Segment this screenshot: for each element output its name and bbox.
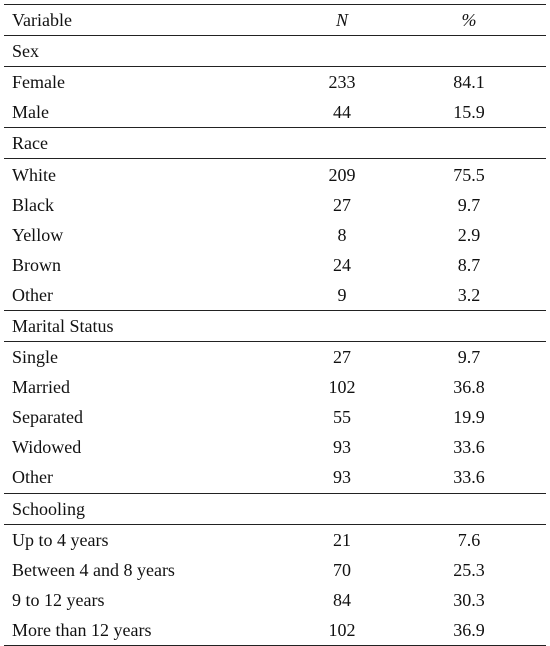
value-cell: 36.9 [392, 614, 546, 646]
value-cell: 9.7 [457, 347, 481, 368]
value-cell: 2.9 [457, 224, 481, 245]
data-row: Brown 24 8.7 [4, 250, 546, 280]
value-cell: 19.9 [453, 407, 485, 428]
value-cell: 36.8 [453, 377, 485, 398]
value-cell: 93 [333, 437, 351, 458]
value-cell: 9 [337, 284, 347, 305]
row-label: Single [12, 347, 59, 368]
section-row: Race [4, 127, 546, 160]
row-label: Male [12, 102, 49, 123]
header-cell: Variable [4, 3, 292, 37]
value-cell: 84 [333, 589, 351, 610]
section-title: Sex [4, 35, 546, 68]
header-row: Variable N% [4, 3, 546, 37]
value-cell: 3.2 [457, 284, 481, 305]
value-cell: 27 [333, 194, 351, 215]
value-cell: 75.5 [453, 164, 485, 185]
data-row: Between 4 and 8 years 70 25.3 [4, 555, 546, 585]
header-cell: N [292, 3, 392, 37]
section-title: Schooling [4, 492, 546, 525]
data-row: Up to 4 years 21 7.6 [4, 524, 546, 555]
data-row: Other 93 33.6 [4, 462, 546, 493]
value-cell: 44 [333, 102, 351, 123]
value-cell: 15.9 [453, 102, 485, 123]
data-row: Widowed 93 33.6 [4, 432, 546, 462]
value-cell: 7.6 [457, 529, 481, 550]
row-label: Separated [12, 407, 83, 428]
value-cell: 24 [333, 254, 351, 275]
value-cell: 30.3 [453, 589, 485, 610]
section-title: Marital Status [4, 309, 546, 343]
value-cell: 25.3 [453, 559, 485, 580]
data-table: Variable N% Sex Female 233 84.1 Male 44 15.9 Race… [4, 3, 546, 646]
value-cell: 8 [337, 224, 347, 245]
header-cell: % [392, 3, 546, 37]
data-row: Female 233 84.1 [4, 67, 546, 98]
row-label: 9 to 12 years [12, 589, 105, 610]
data-row: Single 27 9.7 [4, 342, 546, 373]
row-label: Brown [12, 254, 61, 275]
value-cell: 70 [333, 559, 351, 580]
row-label: Black [12, 194, 54, 215]
data-row: Male 44 15.9 [4, 97, 546, 128]
value-cell: 21 [333, 529, 351, 550]
row-label: Widowed [12, 437, 82, 458]
value-cell: 102 [328, 377, 356, 398]
value-cell: 33.6 [453, 437, 485, 458]
data-row: 9 to 12 years 84 30.3 [4, 585, 546, 615]
section-row: Sex [4, 35, 546, 68]
row-label: Between 4 and 8 years [12, 559, 175, 580]
row-label: White [12, 164, 56, 185]
value-cell: 233 [328, 72, 356, 93]
value-cell: 209 [328, 164, 356, 185]
value-cell: 27 [333, 347, 351, 368]
value-cell: 102 [292, 614, 392, 646]
value-cell: 55 [333, 407, 351, 428]
value-cell: 9.7 [457, 194, 481, 215]
data-row: Other 9 3.2 [4, 280, 546, 311]
row-label: Female [12, 72, 65, 93]
data-row: Separated 55 19.9 [4, 402, 546, 432]
data-row: Married 102 36.8 [4, 372, 546, 402]
row-label: More than 12 years [4, 614, 292, 646]
table-body: Variable N% Sex Female 233 84.1 Male 44 15.9 Race… [4, 3, 546, 646]
row-label: Other [12, 467, 53, 488]
row-label: Other [12, 284, 53, 305]
row-label: Married [12, 377, 70, 398]
row-label: Yellow [12, 224, 64, 245]
value-cell: 33.6 [453, 467, 485, 488]
section-row: Marital Status [4, 309, 546, 343]
data-row: White 209 75.5 [4, 159, 546, 190]
data-row: Black 27 9.7 [4, 190, 546, 220]
section-title: Race [4, 127, 546, 160]
section-row: Schooling [4, 492, 546, 525]
row-label: Up to 4 years [12, 529, 109, 550]
data-row: Yellow 8 2.9 [4, 220, 546, 250]
value-cell: 93 [333, 467, 351, 488]
value-cell: 84.1 [453, 72, 485, 93]
data-row: More than 12 years 102 36.9 [4, 614, 546, 646]
value-cell: 8.7 [457, 254, 481, 275]
